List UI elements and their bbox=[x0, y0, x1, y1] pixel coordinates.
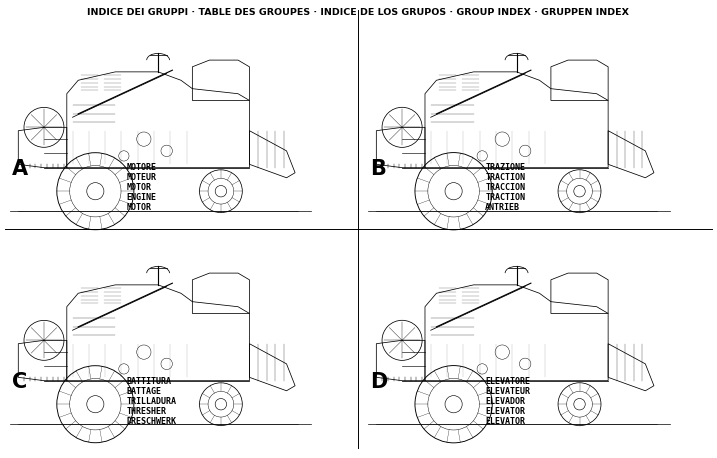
Text: BATTAGE: BATTAGE bbox=[127, 387, 162, 396]
Text: ANTRIEB: ANTRIEB bbox=[485, 203, 520, 213]
Text: ELEVATOR: ELEVATOR bbox=[485, 407, 525, 415]
Text: BATTITURA: BATTITURA bbox=[127, 376, 172, 386]
Text: TRILLADURA: TRILLADURA bbox=[127, 397, 177, 405]
Text: TRACTION: TRACTION bbox=[485, 174, 525, 182]
Text: ELEVATEUR: ELEVATEUR bbox=[485, 387, 530, 396]
Text: TRACTION: TRACTION bbox=[485, 193, 525, 202]
Text: ELEVADOR: ELEVADOR bbox=[485, 397, 525, 405]
Text: INDICE DEI GRUPPI · TABLE DES GROUPES · INDICE DE LOS GRUPOS · GROUP INDEX · GRU: INDICE DEI GRUPPI · TABLE DES GROUPES · … bbox=[87, 8, 629, 17]
Text: C: C bbox=[12, 372, 27, 393]
Text: A: A bbox=[12, 159, 28, 180]
Text: MOTORE: MOTORE bbox=[127, 164, 157, 173]
Text: ENGINE: ENGINE bbox=[127, 193, 157, 202]
Text: D: D bbox=[370, 372, 387, 393]
Text: DRESCHWERK: DRESCHWERK bbox=[127, 416, 177, 425]
Text: TRACCION: TRACCION bbox=[485, 184, 525, 192]
Text: TRAZIONE: TRAZIONE bbox=[485, 164, 525, 173]
Text: MOTEUR: MOTEUR bbox=[127, 174, 157, 182]
Text: B: B bbox=[370, 159, 386, 180]
Text: ELEVATORE: ELEVATORE bbox=[485, 376, 530, 386]
Text: ELEVATOR: ELEVATOR bbox=[485, 416, 525, 425]
Text: MOTOR: MOTOR bbox=[127, 184, 152, 192]
Text: THRESHER: THRESHER bbox=[127, 407, 167, 415]
Text: MOTOR: MOTOR bbox=[127, 203, 152, 213]
